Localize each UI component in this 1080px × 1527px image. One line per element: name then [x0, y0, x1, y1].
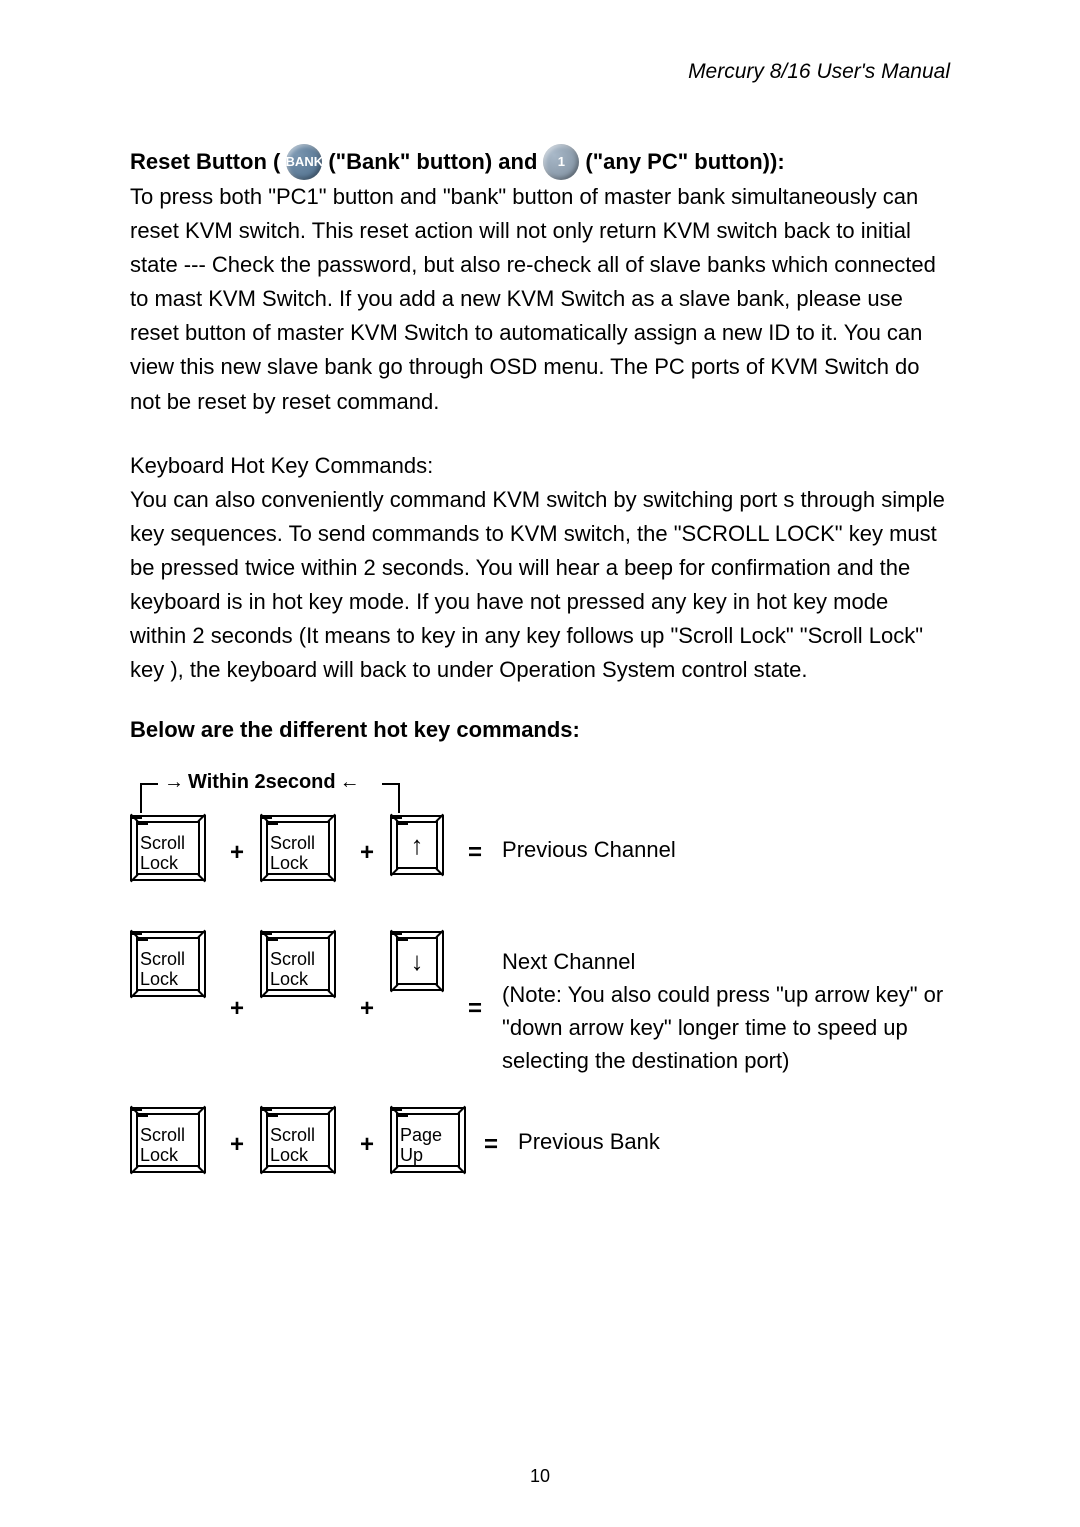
within-text: Within 2second — [188, 771, 336, 794]
plus-sign: + — [360, 985, 374, 1023]
arrow-left-icon: ← — [340, 771, 360, 794]
up-arrow-icon: ↑ — [390, 815, 444, 875]
down-arrow-key: ↓ — [390, 931, 444, 991]
reset-title-p1: Reset Button ( — [130, 144, 280, 179]
plus-sign: + — [230, 829, 244, 867]
page-number: 10 — [0, 1466, 1080, 1487]
equals-sign: = — [468, 829, 482, 867]
key-label: Scroll — [270, 949, 315, 969]
arrow-right-icon: → — [164, 771, 184, 794]
bank-button-icon: BANK — [286, 144, 322, 180]
result-text: Previous Channel — [502, 815, 950, 866]
key-label: Scroll — [140, 949, 185, 969]
page-up-key: PageUp — [390, 1107, 466, 1173]
key-label: Lock — [270, 969, 308, 989]
scroll-lock-key: ScrollLock — [130, 1107, 206, 1173]
within-bracket: → Within 2second ← — [140, 773, 400, 809]
page: Mercury 8/16 User's Manual Reset Button … — [0, 0, 1080, 1263]
scroll-lock-key: ScrollLock — [260, 1107, 336, 1173]
key-label: Up — [400, 1145, 423, 1165]
hotkey-row: ScrollLock + ScrollLock + ↓ = Next Chann… — [130, 931, 950, 1077]
plus-sign: + — [230, 985, 244, 1023]
reset-title-p2: ("Bank" button) and — [328, 144, 537, 179]
key-label: Lock — [270, 853, 308, 873]
reset-body-text: To press both "PC1" button and "bank" bu… — [130, 180, 950, 419]
key-label: Lock — [140, 1145, 178, 1165]
plus-sign: + — [230, 1121, 244, 1159]
scroll-lock-key: ScrollLock — [260, 931, 336, 997]
result-main: Next Channel — [502, 949, 635, 974]
key-label: Page — [400, 1125, 442, 1145]
hotkey-heading: Keyboard Hot Key Commands: — [130, 449, 950, 483]
within-label: → Within 2second ← — [160, 771, 364, 794]
key-label: Scroll — [270, 833, 315, 853]
reset-title-p3: ("any PC" button)): — [585, 144, 784, 179]
equals-sign: = — [484, 1121, 498, 1159]
result-text: Previous Bank — [518, 1107, 950, 1158]
scroll-lock-key: ScrollLock — [130, 815, 206, 881]
down-arrow-icon: ↓ — [390, 931, 444, 991]
key-label: Lock — [140, 969, 178, 989]
hotkey-body-text: You can also conveniently command KVM sw… — [130, 483, 950, 688]
key-label: Scroll — [270, 1125, 315, 1145]
plus-sign: + — [360, 1121, 374, 1159]
below-heading: Below are the different hot key commands… — [130, 717, 950, 743]
key-label: Scroll — [140, 1125, 185, 1145]
hotkey-row: ScrollLock + ScrollLock + PageUp = Previ… — [130, 1107, 950, 1173]
scroll-lock-key: ScrollLock — [260, 815, 336, 881]
hotkey-row: ScrollLock + ScrollLock + ↑ = Previous C… — [130, 815, 950, 881]
hotkey-diagram: → Within 2second ← ScrollLock + ScrollLo… — [130, 773, 950, 1173]
result-text: Next Channel (Note: You also could press… — [502, 931, 950, 1077]
bank-circle-icon: BANK — [286, 144, 322, 180]
reset-button-heading: Reset Button ( BANK ("Bank" button) and … — [130, 144, 950, 180]
pc-circle-icon: 1 — [543, 144, 579, 180]
scroll-lock-key: ScrollLock — [130, 931, 206, 997]
plus-sign: + — [360, 829, 374, 867]
result-note: (Note: You also could press "up arrow ke… — [502, 982, 943, 1073]
key-label: Scroll — [140, 833, 185, 853]
key-label: Lock — [270, 1145, 308, 1165]
pc-button-icon: 1 — [543, 144, 579, 180]
manual-title: Mercury 8/16 User's Manual — [130, 60, 950, 84]
equals-sign: = — [468, 985, 482, 1023]
up-arrow-key: ↑ — [390, 815, 444, 875]
key-label: Lock — [140, 853, 178, 873]
